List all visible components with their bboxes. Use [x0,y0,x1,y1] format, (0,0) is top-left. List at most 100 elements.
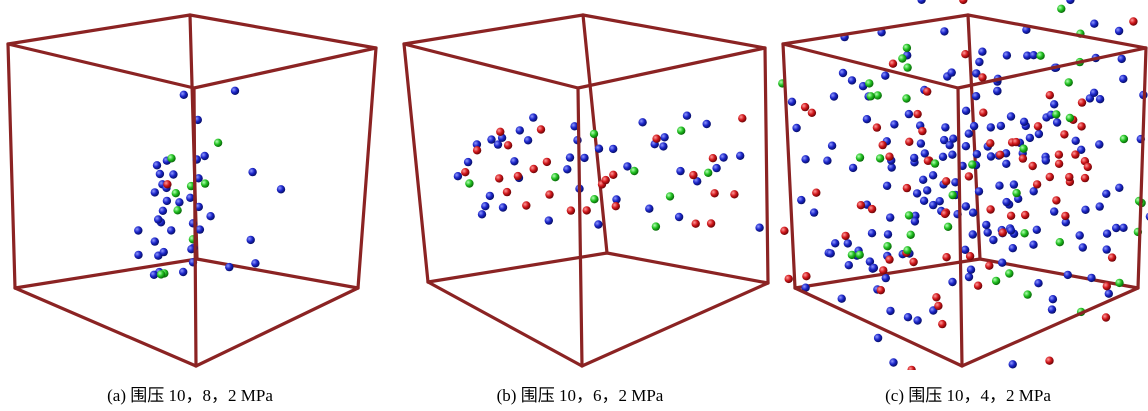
blue-particle [1115,183,1124,192]
red-particle [942,253,951,262]
blue-particle [162,196,172,206]
blue-particle [1095,95,1105,104]
blue-particle [276,185,286,194]
blue-particle [1052,118,1062,127]
blue-particle [186,193,195,202]
blue-particle [154,215,163,224]
red-particle [885,255,894,264]
blue-particle [975,57,984,67]
blue-particle [1050,100,1059,109]
blue-particle [827,141,837,150]
blue-particle [594,220,603,229]
green-particle [590,195,599,204]
cube-edge-back [966,13,982,261]
blue-particle [996,121,1006,131]
blue-particle [179,267,188,277]
blue-particle [993,86,1002,96]
red-particle [841,231,850,241]
blue-particle [829,92,839,101]
green-particle [904,211,914,220]
green-particle [156,270,166,279]
green-particle [1064,78,1073,87]
blue-particle [844,261,853,270]
red-particle [812,188,821,197]
cube-edge [576,46,767,90]
blue-particle [1145,212,1148,221]
red-particle [730,190,739,199]
red-particle [706,219,716,228]
blue-particle [837,294,846,303]
blue-particle [638,118,647,127]
blue-particle [904,109,914,119]
cube-edge [13,286,198,368]
red-particle [1071,150,1080,159]
red-particle [1020,210,1030,220]
blue-particle [194,202,203,212]
blue-particle [167,226,176,235]
blue-particle [481,202,490,211]
red-particle [998,228,1007,237]
blue-particle [887,163,896,172]
blue-particle [883,230,893,239]
green-particle [630,166,639,176]
blue-particle [194,174,203,183]
blue-particle [158,206,168,215]
blue-particle [1047,305,1057,314]
red-particle [996,150,1005,159]
blue-particle [563,165,572,174]
blue-particle [149,270,159,279]
blue-particle [945,141,954,150]
blue-particle [485,191,495,201]
panel-b [402,13,770,368]
blue-particle [570,122,579,131]
blue-particle [1119,74,1128,84]
blue-particle [225,262,234,272]
red-particle [1061,211,1070,221]
blue-particle [948,277,957,287]
red-particle [856,201,866,210]
green-particle [903,246,912,255]
cube-edge [426,280,584,368]
red-particle [522,201,531,210]
red-particle [611,202,620,211]
blue-particle [862,115,872,124]
cube-edge [966,13,1148,50]
cube-edge [576,86,584,368]
blue-particle [529,113,538,122]
blue-particle [986,152,996,161]
red-particle [1080,173,1090,183]
green-particle [968,160,977,169]
blue-particle [826,249,835,258]
blue-particle [948,150,957,159]
blue-particle [801,283,810,292]
red-particle [495,174,504,183]
blue-particle [971,92,981,101]
red-particle [652,134,661,143]
blue-particle [645,204,654,213]
cube-edge [781,42,960,90]
cube-edge [6,42,17,290]
blue-particle [916,139,926,148]
blue-particle [463,157,473,167]
cube-edge [781,13,970,46]
blue-particle [1089,88,1099,98]
blue-particle [152,161,162,170]
blue-particle [544,216,553,225]
red-particle [923,156,933,165]
green-particle [1020,229,1029,238]
blue-particle [983,228,992,237]
red-particle [545,190,554,199]
blue-particle [179,90,188,100]
green-particle [173,206,182,215]
blue-particle [1071,136,1080,145]
blue-particle [477,210,487,219]
blue-particle [736,151,745,160]
red-particle [536,125,546,134]
green-particle [906,230,915,239]
blue-particle [986,123,995,132]
green-particle [1119,134,1129,144]
blue-particle [882,181,892,190]
red-particle [918,126,927,136]
blue-particle [660,133,669,142]
blue-particle [964,272,974,282]
